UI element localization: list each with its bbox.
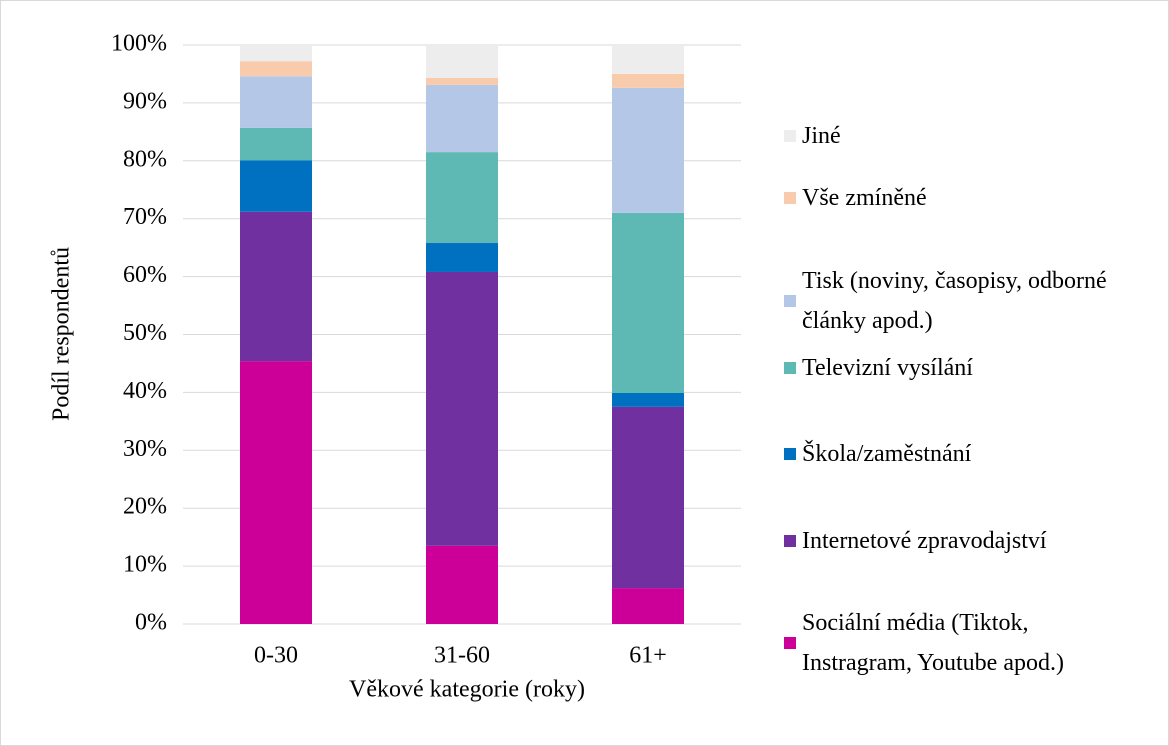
legend-item: Sociální média (Tiktok, Instragram, Yout… — [784, 603, 1164, 683]
legend-label: Televizní vysílání — [802, 355, 973, 381]
legend-item: Škola/zaměstnání — [784, 434, 1164, 474]
bar-segment — [612, 212, 684, 393]
y-tick-label: 10% — [123, 552, 167, 578]
legend-swatch — [784, 535, 796, 547]
legend-swatch — [784, 637, 796, 649]
bar-segment — [240, 211, 312, 362]
legend-label: Škola/zaměstnání — [802, 441, 972, 467]
y-tick-label: 100% — [111, 31, 167, 57]
bar-segment — [426, 271, 498, 546]
y-axis-title: Podíl respondentů — [49, 247, 75, 421]
y-tick-label: 0% — [135, 610, 167, 636]
legend-item: Vše zmíněné — [784, 178, 1164, 218]
bar-segment — [240, 160, 312, 212]
bar-segment — [426, 78, 498, 85]
y-tick-label: 80% — [123, 146, 167, 172]
x-tick-label: 61+ — [629, 643, 667, 669]
y-tick-label: 20% — [123, 494, 167, 520]
x-tick-label: 31-60 — [434, 643, 490, 669]
y-tick-label: 40% — [123, 378, 167, 404]
y-tick-label: 30% — [123, 436, 167, 462]
y-tick-label: 70% — [123, 204, 167, 230]
bar-segment — [240, 76, 312, 128]
bar-segment — [612, 45, 684, 74]
bar-segment — [426, 152, 498, 244]
legend-label: Jiné — [802, 123, 841, 149]
bar-segment — [426, 545, 498, 624]
legend-label: Sociální média (Tiktok, Instragram, Yout… — [802, 610, 1064, 676]
bar-segment — [612, 588, 684, 624]
bar-segment — [612, 87, 684, 213]
legend-swatch — [784, 448, 796, 460]
y-tick-label: 90% — [123, 88, 167, 114]
legend-item: Jiné — [784, 116, 1164, 156]
bar-segment — [240, 361, 312, 624]
bar-segment — [612, 73, 684, 88]
legend-item: Televizní vysílání — [784, 348, 1164, 388]
legend-label: Tisk (noviny, časopisy, odborné články a… — [802, 268, 1107, 334]
bar-segment — [426, 243, 498, 272]
bar-segment — [426, 45, 498, 79]
legend-swatch — [784, 192, 796, 204]
bar-segment — [240, 45, 312, 62]
legend-swatch — [784, 295, 796, 307]
legend-item: Internetové zpravodajství — [784, 521, 1164, 561]
x-tick-label: 0-30 — [254, 643, 298, 669]
legend-label: Vše zmíněné — [802, 185, 927, 211]
legend-swatch — [784, 362, 796, 374]
bar-segment — [240, 61, 312, 77]
bar-segment — [426, 84, 498, 153]
bar-segment — [240, 127, 312, 161]
y-tick-label: 50% — [123, 320, 167, 346]
y-tick-label: 60% — [123, 262, 167, 288]
legend-item: Tisk (noviny, časopisy, odborné články a… — [784, 261, 1164, 341]
bar-segment — [612, 406, 684, 589]
legend-swatch — [784, 130, 796, 142]
legend-label: Internetové zpravodajství — [802, 528, 1047, 554]
x-axis-title: Věkové kategorie (roky) — [349, 677, 585, 703]
bar-segment — [612, 392, 684, 407]
